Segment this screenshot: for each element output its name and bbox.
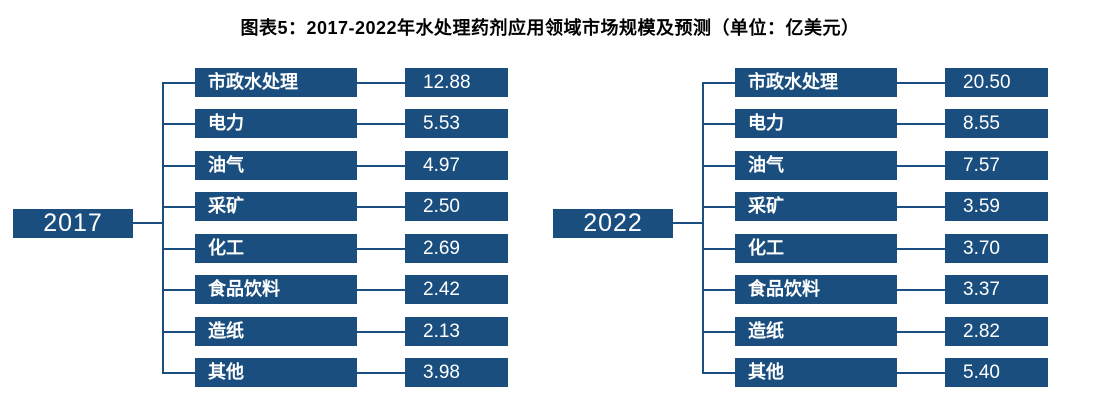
branch-line [702,247,735,250]
branch-line [162,330,195,333]
value-connector-line [897,288,945,291]
category-node: 油气 [195,151,357,180]
year-node: 2022 [553,209,673,238]
branch-line [702,164,735,167]
value-node: 12.88 [405,68,508,97]
value-connector-line [897,122,945,125]
value-connector-line [897,164,945,167]
category-node: 食品饮料 [735,275,897,304]
category-node: 电力 [195,109,357,138]
category-node: 采矿 [195,192,357,221]
value-connector-line [357,288,405,291]
value-node: 2.82 [945,317,1048,346]
value-connector-line [357,371,405,374]
category-node: 食品饮料 [195,275,357,304]
value-node: 5.40 [945,358,1048,387]
category-node: 油气 [735,151,897,180]
branch-line [702,330,735,333]
tree-2022: 2022 市政水处理 20.50 电力 8.55 油气 7.57 采矿 3.59 化工 3.70 食品… [540,0,1100,416]
value-connector-line [897,247,945,250]
trunk-line [162,81,164,374]
value-connector-line [897,205,945,208]
root-connector-line [133,222,164,224]
category-node: 市政水处理 [195,68,357,97]
category-node: 电力 [735,109,897,138]
value-node: 3.59 [945,192,1048,221]
value-connector-line [357,122,405,125]
value-connector-line [897,81,945,84]
value-node: 5.53 [405,109,508,138]
category-node: 其他 [735,358,897,387]
branch-line [702,371,735,374]
branch-line [162,81,195,84]
value-node: 20.50 [945,68,1048,97]
branch-line [162,371,195,374]
year-node: 2017 [13,209,133,238]
category-node: 其他 [195,358,357,387]
value-connector-line [357,164,405,167]
category-node: 造纸 [195,317,357,346]
branch-line [162,247,195,250]
value-node: 2.13 [405,317,508,346]
value-node: 2.50 [405,192,508,221]
category-node: 造纸 [735,317,897,346]
branch-line [162,164,195,167]
tree-2017: 2017 市政水处理 12.88 电力 5.53 油气 4.97 采矿 2.50 化工 2.69 食品… [13,68,508,387]
value-connector-line [357,330,405,333]
branch-line [162,205,195,208]
category-node: 化工 [735,234,897,263]
trunk-line [702,81,704,374]
value-node: 8.55 [945,109,1048,138]
value-node: 2.42 [405,275,508,304]
value-connector-line [897,371,945,374]
root-connector-line [673,222,704,224]
branch-line [702,122,735,125]
value-connector-line [357,247,405,250]
branch-line [702,288,735,291]
value-connector-line [357,205,405,208]
branch-line [702,205,735,208]
value-node: 3.37 [945,275,1048,304]
category-node: 化工 [195,234,357,263]
category-node: 采矿 [735,192,897,221]
value-node: 3.98 [405,358,508,387]
category-node: 市政水处理 [735,68,897,97]
branch-line [702,81,735,84]
value-node: 7.57 [945,151,1048,180]
value-connector-line [357,81,405,84]
chart-title: 图表5：2017-2022年水处理药剂应用领域市场规模及预测（单位：亿美元） [240,18,860,38]
value-connector-line [897,330,945,333]
value-node: 3.70 [945,234,1048,263]
branch-line [162,122,195,125]
branch-line [162,288,195,291]
value-node: 2.69 [405,234,508,263]
value-node: 4.97 [405,151,508,180]
